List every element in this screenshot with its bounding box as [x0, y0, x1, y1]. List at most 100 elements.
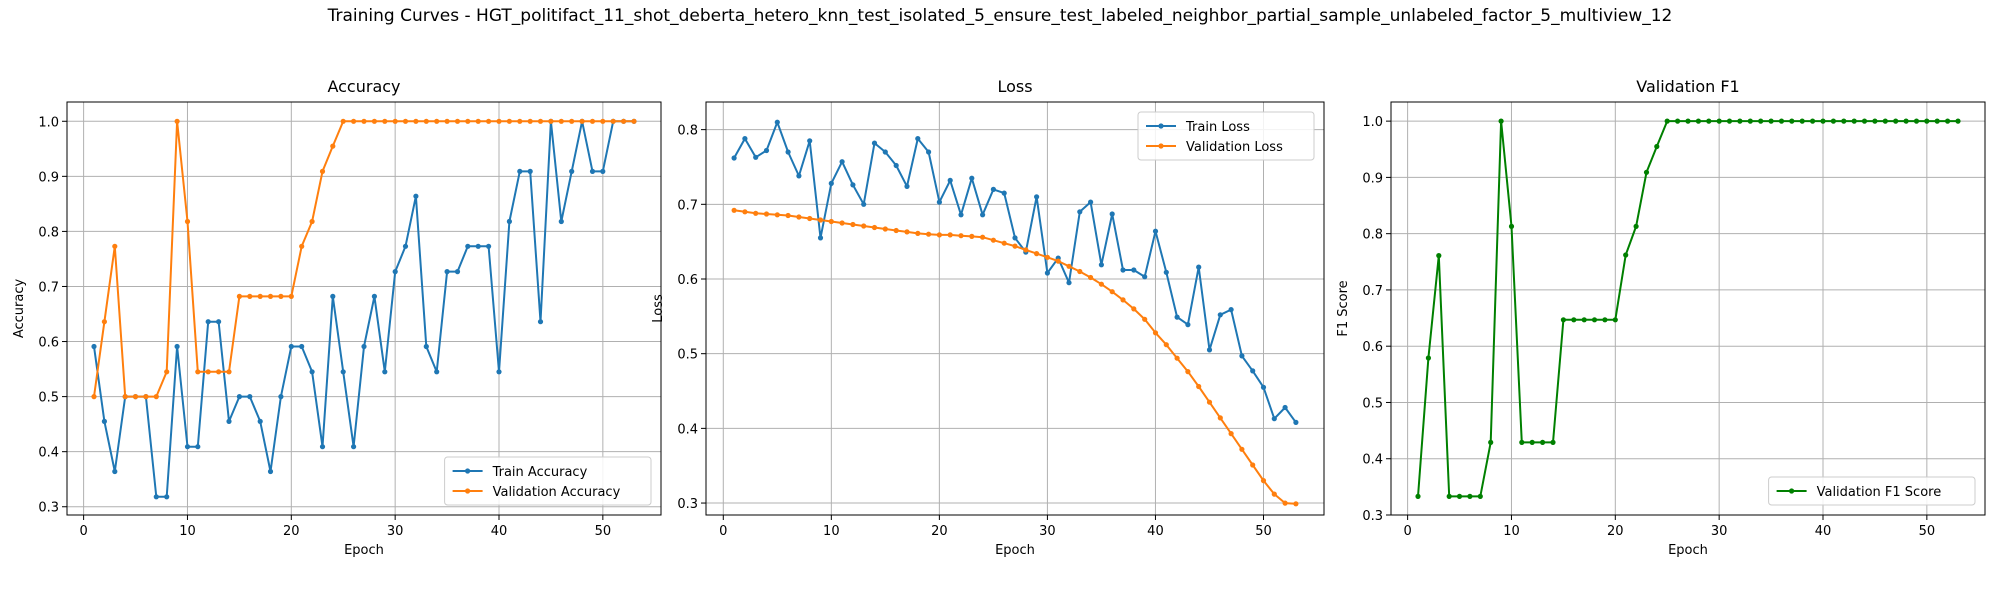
data-point-validation-accuracy: [299, 243, 305, 249]
data-point-train-loss: [1152, 228, 1159, 234]
data-point-train-accuracy: [454, 269, 461, 275]
data-point-validation-accuracy: [486, 118, 492, 124]
data-point-train-accuracy: [236, 394, 242, 400]
data-point-validation-loss: [1196, 383, 1202, 390]
data-point-train-accuracy: [537, 319, 544, 325]
data-point-validation-accuracy: [621, 118, 627, 124]
data-point-train-accuracy: [91, 343, 97, 350]
data-point-train-accuracy: [195, 444, 201, 450]
legend-label: Validation F1 Score: [1817, 485, 1942, 500]
data-point-train-loss: [861, 201, 867, 207]
data-point-train-accuracy: [434, 369, 440, 375]
data-point-validation-f1-score: [1789, 118, 1795, 124]
legend-box: [1137, 111, 1315, 161]
x-axis-label: Epoch: [995, 543, 1035, 558]
data-point-train-loss: [990, 186, 997, 192]
data-point-train-loss: [774, 119, 780, 125]
data-point-validation-loss: [915, 230, 921, 236]
data-point-validation-f1-score: [1706, 118, 1712, 124]
chart-title: Loss: [997, 77, 1032, 96]
data-point-train-accuracy: [247, 394, 253, 400]
data-point-validation-loss: [904, 229, 910, 235]
x-tick-label: 40: [1815, 524, 1832, 539]
data-point-validation-loss: [1228, 431, 1234, 437]
data-point-train-loss: [1260, 384, 1267, 390]
y-tick-label: 0.8: [677, 124, 698, 139]
y-tick-label: 0.7: [1362, 284, 1383, 299]
data-point-validation-loss: [796, 214, 802, 220]
data-point-validation-accuracy: [164, 369, 170, 375]
y-tick-label: 0.7: [38, 280, 59, 295]
y-tick-label: 0.9: [38, 170, 59, 185]
data-point-validation-accuracy: [610, 118, 616, 124]
data-point-validation-accuracy: [226, 369, 232, 375]
data-point-validation-accuracy: [257, 293, 263, 299]
data-point-validation-accuracy: [569, 118, 575, 124]
data-point-validation-f1-score: [1436, 253, 1442, 259]
plot-frame: [1390, 101, 1986, 516]
data-point-validation-f1-score: [1716, 118, 1722, 124]
data-point-train-loss: [1217, 312, 1223, 318]
data-point-train-accuracy: [371, 293, 377, 299]
data-point-train-accuracy: [319, 444, 326, 450]
data-point-validation-loss: [1163, 342, 1169, 348]
data-point-train-loss: [1088, 199, 1094, 205]
data-point-train-accuracy: [402, 243, 409, 249]
data-point-train-accuracy: [184, 444, 191, 450]
data-point-validation-f1-score: [1768, 118, 1774, 124]
data-point-train-loss: [828, 180, 834, 186]
data-point-validation-f1-score: [1446, 493, 1452, 499]
data-point-validation-loss: [1206, 399, 1213, 405]
legend: Validation F1 Score: [1768, 476, 1976, 506]
data-point-validation-f1-score: [1529, 439, 1535, 445]
data-point-train-accuracy: [413, 193, 419, 199]
data-point-validation-loss: [1185, 369, 1191, 375]
data-point-validation-loss: [1023, 247, 1029, 253]
data-point-validation-accuracy: [579, 118, 585, 124]
y-tick-label: 0.6: [1362, 340, 1383, 355]
data-point-validation-accuracy: [558, 118, 564, 124]
y-tick-label: 0.4: [1362, 453, 1383, 468]
data-point-validation-accuracy: [340, 118, 346, 124]
data-point-train-accuracy: [205, 319, 211, 325]
data-point-validation-f1-score: [1602, 317, 1608, 323]
data-point-train-accuracy: [527, 168, 533, 174]
data-point-train-loss: [1077, 209, 1083, 215]
data-point-validation-f1-score: [1488, 439, 1494, 445]
chart-accuracy: 0 10 20 30 40 50 0.3 0.4 0.5 0.6 0.7 0.8 0.9 1.0 Accur…: [12, 77, 662, 558]
data-point-validation-f1-score: [1519, 439, 1525, 445]
data-point-validation-loss: [817, 217, 824, 223]
data-point-validation-loss: [839, 220, 845, 226]
data-point-validation-f1-score: [1581, 317, 1587, 323]
x-axis-label: Epoch: [344, 543, 384, 558]
data-point-validation-loss: [871, 224, 878, 231]
data-point-train-accuracy: [382, 369, 388, 375]
data-point-train-accuracy: [361, 343, 367, 350]
data-point-train-accuracy: [101, 418, 107, 424]
data-point-train-accuracy: [475, 243, 481, 249]
data-point-train-loss: [871, 140, 878, 146]
data-point-validation-loss: [1152, 330, 1159, 336]
x-tick-label: 0: [719, 524, 727, 539]
y-tick-label: 0.6: [677, 273, 698, 288]
data-point-train-accuracy: [558, 218, 564, 225]
data-point-train-loss: [1012, 235, 1018, 241]
data-point-validation-f1-score: [1758, 118, 1764, 124]
y-tick-label: 0.6: [38, 336, 59, 351]
data-point-train-loss: [1239, 353, 1245, 359]
data-point-validation-accuracy: [330, 143, 336, 149]
data-point-train-loss: [1098, 262, 1104, 268]
data-point-validation-f1-score: [1456, 493, 1463, 499]
data-point-train-accuracy: [351, 444, 357, 450]
data-point-validation-f1-score: [1726, 118, 1733, 124]
data-point-train-loss: [1228, 307, 1234, 313]
data-point-validation-f1-score: [1695, 118, 1701, 124]
data-point-train-accuracy: [164, 494, 170, 500]
data-point-train-accuracy: [216, 319, 222, 325]
data-point-validation-loss: [1077, 268, 1083, 275]
data-point-validation-accuracy: [361, 118, 367, 124]
data-point-validation-f1-score: [1633, 223, 1639, 229]
data-point-train-accuracy: [112, 468, 118, 475]
data-point-train-accuracy: [589, 168, 596, 174]
data-point-validation-f1-score: [1945, 118, 1951, 124]
